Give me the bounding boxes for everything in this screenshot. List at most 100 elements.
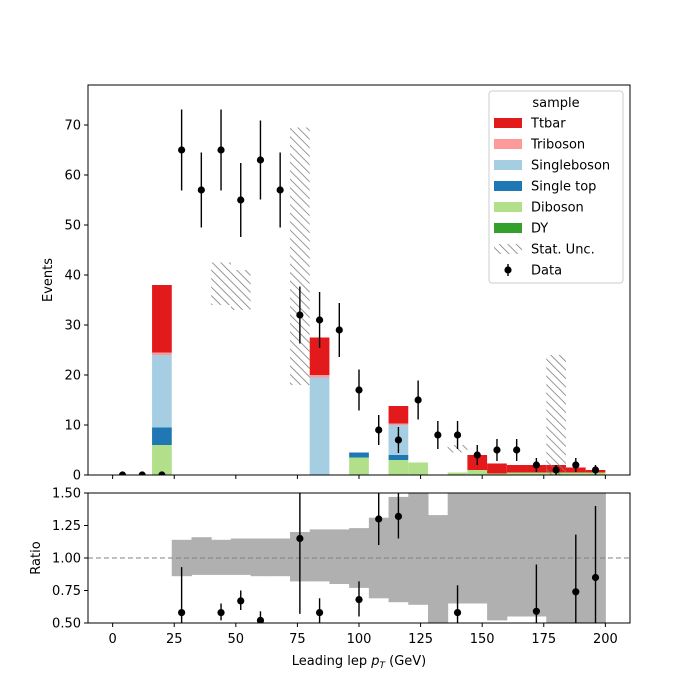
bar-triboson-bin-14 xyxy=(388,423,409,425)
ratio-band-bin-12 xyxy=(408,493,429,605)
stat-uncertainty-bands xyxy=(211,127,566,475)
legend-swatch-single-top xyxy=(494,181,522,191)
legend-label-dy: DY xyxy=(531,222,548,237)
ratio-band-bin-7 xyxy=(309,529,330,582)
ratio-point-11 xyxy=(572,588,580,596)
ratio-band-bin-16 xyxy=(487,493,508,621)
legend-label-triboson: Triboson xyxy=(530,138,585,153)
ratio-point-12 xyxy=(591,573,600,582)
bar-single-top-bin-14 xyxy=(388,455,409,460)
data-point-5 xyxy=(217,146,225,154)
bar-diboson-bin-21 xyxy=(526,472,547,475)
x-tick-label-1: 25 xyxy=(166,632,183,647)
legend-label-singleboson: Singleboson xyxy=(531,159,610,174)
x-tick-label-0: 0 xyxy=(108,632,116,647)
x-axis-label: Leading lep pT (GeV) xyxy=(292,654,426,671)
data-point-8 xyxy=(276,186,284,194)
ratio-point-6 xyxy=(355,596,363,604)
data-point-10 xyxy=(315,316,324,324)
ratio-y-tick-label-2: 1.00 xyxy=(52,552,81,567)
legend-title: sample xyxy=(532,96,579,111)
ratio-point-3 xyxy=(256,616,265,623)
main-y-tick-label-2: 20 xyxy=(64,369,81,384)
legend: sample Ttbar Triboson Singleboson Single to… xyxy=(488,90,624,284)
bar-diboson-bin-2 xyxy=(152,445,172,475)
bar-triboson-bin-10 xyxy=(309,375,330,378)
data-point-19 xyxy=(493,446,501,454)
main-y-axis-label: Events xyxy=(41,258,56,302)
bar-single-top-bin-12 xyxy=(349,452,369,458)
x-tick-label-5: 125 xyxy=(408,632,433,647)
main-y-ticks: 0 10 20 30 40 50 60 70 xyxy=(64,119,88,484)
main-y-tick-label-6: 60 xyxy=(64,169,81,184)
data-point-18 xyxy=(473,451,481,459)
ratio-band-bin-11 xyxy=(388,496,409,603)
ratio-point-8 xyxy=(394,512,403,521)
legend-box xyxy=(488,90,624,284)
data-point-7 xyxy=(256,156,265,164)
stat-unc-band-3 xyxy=(230,270,251,310)
ratio-y-axis-label: Ratio xyxy=(29,541,44,574)
bar-ttbar-bin-20 xyxy=(506,465,527,473)
main-y-tick-label-3: 30 xyxy=(64,319,81,334)
data-point-6 xyxy=(237,196,245,204)
data-point-13 xyxy=(375,426,383,434)
stacked-histogram xyxy=(152,285,606,475)
legend-swatch-singleboson xyxy=(494,160,522,170)
data-point-1 xyxy=(138,471,146,475)
main-y-tick-label-0: 0 xyxy=(73,469,81,484)
ratio-band-bin-2 xyxy=(211,539,232,575)
ratio-y-tick-label-3: 1.25 xyxy=(52,519,81,534)
ratio-band-bin-18 xyxy=(526,493,547,617)
data-points xyxy=(118,109,600,475)
bar-diboson-bin-20 xyxy=(506,472,527,475)
bar-diboson-bin-14 xyxy=(388,460,409,475)
stat-unc-band-2 xyxy=(211,262,231,305)
ratio-band-bin-4 xyxy=(250,538,271,577)
legend-label-stat-unc: Stat. Unc. xyxy=(531,243,595,258)
data-point-17 xyxy=(453,431,462,439)
bar-diboson-bin-17 xyxy=(447,472,468,475)
ratio-band-bin-13 xyxy=(427,515,449,623)
x-tick-label-4: 100 xyxy=(347,632,372,647)
legend-stat-unc-swatch xyxy=(494,244,522,254)
data-point-20 xyxy=(513,446,521,454)
ratio-y-tick-label-1: 0.75 xyxy=(52,584,81,599)
legend-swatch-triboson xyxy=(494,139,522,149)
data-point-22 xyxy=(552,466,560,474)
ratio-y-ticks: 0.50 0.75 1.00 1.25 1.50 xyxy=(52,487,88,632)
main-y-tick-label-4: 40 xyxy=(64,269,81,284)
ratio-band-bin-9 xyxy=(349,528,370,588)
ratio-band-bin-5 xyxy=(270,538,291,577)
ratio-point-5 xyxy=(315,609,324,617)
ratio-point-7 xyxy=(375,515,383,523)
data-point-14 xyxy=(394,436,403,444)
ratio-point-10 xyxy=(532,607,540,615)
data-point-3 xyxy=(178,146,186,154)
data-point-23 xyxy=(572,461,580,469)
x-tick-label-7: 175 xyxy=(531,632,556,647)
x-tick-label-3: 75 xyxy=(289,632,306,647)
ratio-band-bin-14 xyxy=(447,493,468,604)
bar-diboson-bin-19 xyxy=(487,473,507,475)
data-point-4 xyxy=(197,186,205,194)
stat-unc-band-19 xyxy=(546,355,566,475)
legend-swatch-diboson xyxy=(494,202,522,212)
legend-label-single-top: Single top xyxy=(531,180,596,195)
data-point-21 xyxy=(532,461,540,469)
main-y-tick-label-1: 10 xyxy=(64,419,81,434)
bar-ttbar-bin-10 xyxy=(309,337,330,375)
data-point-24 xyxy=(591,466,600,474)
ratio-point-2 xyxy=(237,597,245,605)
ratio-band-bin-17 xyxy=(506,493,528,617)
legend-swatch-dy xyxy=(494,223,522,233)
bar-single-top-bin-2 xyxy=(152,427,172,445)
bar-singleboson-bin-10 xyxy=(309,377,330,475)
ratio-points xyxy=(178,493,600,623)
ratio-band-bin-15 xyxy=(467,493,488,604)
x-tick-label-2: 50 xyxy=(228,632,245,647)
legend-data-marker xyxy=(504,266,512,274)
legend-label-diboson: Diboson xyxy=(531,201,584,216)
stat-unc-band-6 xyxy=(290,127,310,385)
